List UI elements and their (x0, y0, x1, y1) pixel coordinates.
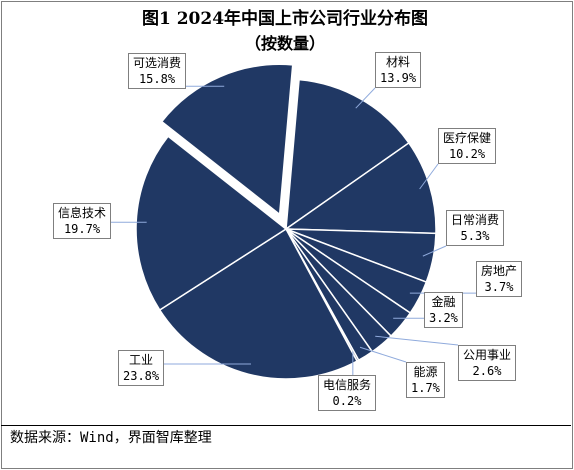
data-label-category: 房地产 (481, 264, 518, 278)
source-divider (1, 425, 571, 426)
pie-slice-9 (158, 227, 359, 380)
data-label-3: 日常消费 5.3% (446, 210, 505, 246)
source-note: 数据来源：Wind，界面智库整理 (10, 430, 212, 446)
leader-line-6 (375, 335, 459, 346)
data-label-6: 公用事业 2.6% (458, 345, 517, 381)
data-label-category: 能源 (413, 365, 438, 379)
pie-slice-2 (283, 141, 437, 235)
data-label-category: 可选消费 (133, 56, 182, 70)
data-label-value: 3.7% (484, 280, 514, 294)
data-label-category: 日常消费 (451, 213, 500, 227)
data-label-value: 5.3% (460, 229, 490, 243)
data-label-value: 23.8% (123, 369, 160, 383)
data-label-category: 金融 (431, 295, 456, 309)
data-label-1: 材料 13.9% (375, 52, 422, 88)
data-label-4: 房地产 3.7% (476, 261, 523, 297)
pie-slice-10 (135, 135, 288, 312)
data-label-value: 10.2% (448, 147, 486, 161)
data-label-value: 2.6% (472, 364, 502, 378)
data-label-10: 信息技术 19.7% (53, 203, 112, 239)
data-label-value: 13.9% (380, 71, 417, 85)
data-label-category: 公用事业 (463, 348, 512, 362)
data-label-value: 19.7% (63, 222, 101, 236)
data-label-value: 15.8% (138, 72, 176, 86)
data-label-value: 0.2% (332, 394, 362, 408)
pie-slices (135, 63, 437, 380)
data-label-category: 材料 (386, 55, 411, 69)
pie-slice-11 (160, 63, 294, 216)
data-label-11: 可选消费 15.8% (128, 53, 187, 89)
leader-line-3 (422, 245, 447, 257)
chart-title: 图1 2024年中国上市公司行业分布图 (141, 9, 429, 29)
data-label-category: 工业 (129, 353, 154, 367)
data-label-8: 电信服务 0.2% (318, 375, 377, 411)
data-label-9: 工业 23.8% (118, 350, 165, 386)
leader-line-2 (419, 163, 439, 190)
data-label-category: 信息技术 (58, 206, 107, 220)
chart-subtitle: （按数量） (244, 34, 325, 53)
data-label-category: 医疗保健 (443, 131, 492, 145)
leader-lines (111, 85, 476, 375)
leader-line-7 (359, 346, 407, 363)
data-label-2: 医疗保健 10.2% (438, 128, 497, 164)
data-label-value: 3.2% (429, 311, 458, 325)
data-label-5: 金融 3.2% (424, 292, 463, 328)
data-label-7: 能源 1.7% (406, 362, 445, 398)
data-label-category: 电信服务 (323, 378, 372, 392)
leader-line-1 (355, 87, 376, 109)
pie-slice-1 (285, 78, 410, 231)
data-label-value: 1.7% (411, 381, 440, 395)
